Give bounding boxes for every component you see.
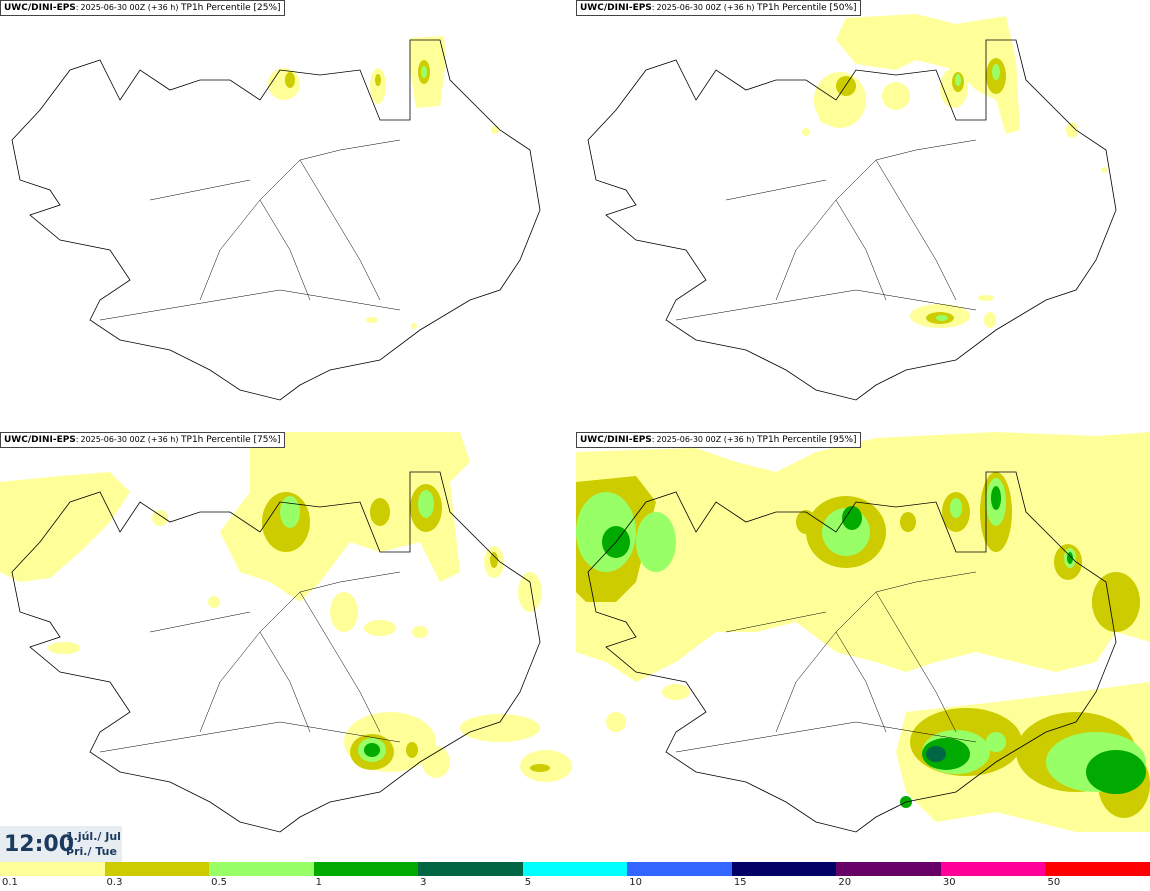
valid-day: Þri./ Tue <box>66 845 117 858</box>
valid-time: 12:00 <box>4 832 75 857</box>
legend-label: 15 <box>733 877 747 888</box>
color-legend: 0.1 0.3 0.5 1 3 5 10 15 20 30 50 <box>0 862 1150 891</box>
legend-bar <box>0 862 1150 876</box>
map-panel-p50: UWC/DINI-EPS: 2025-06-30 00Z (+36 h) TP1h… <box>576 0 1150 430</box>
legend-label: 30 <box>942 877 956 888</box>
precip-map <box>587 14 1117 401</box>
valid-time-box: 12:00 1.júl./ Jul Þri./ Tue <box>0 826 122 862</box>
legend-label: 5 <box>524 877 532 888</box>
legend-label: 0.3 <box>106 877 123 888</box>
legend-swatch <box>836 862 941 876</box>
legend-label: 50 <box>1047 877 1061 888</box>
legend-swatch <box>0 862 105 876</box>
panel-title: UWC/DINI-EPS: 2025-06-30 00Z (+36 h) TP1h… <box>0 0 285 16</box>
legend-label: 0.1 <box>2 877 18 888</box>
map-panel-p75: UWC/DINI-EPS: 2025-06-30 00Z (+36 h) TP1h… <box>0 432 574 862</box>
legend-swatch <box>731 862 837 876</box>
legend-swatch <box>313 862 419 876</box>
legend-label: 20 <box>838 877 852 888</box>
legend-label: 0.5 <box>211 877 227 888</box>
precip-map <box>11 36 541 401</box>
map-panel-p25: UWC/DINI-EPS: 2025-06-30 00Z (+36 h) TP1h… <box>0 0 574 430</box>
legend-swatch <box>522 862 628 876</box>
valid-date: 1.júl./ Jul <box>66 830 121 843</box>
precip-map <box>576 432 1150 833</box>
panel-title: UWC/DINI-EPS: 2025-06-30 00Z (+36 h) TP1h… <box>576 0 861 16</box>
legend-swatch <box>1045 862 1150 876</box>
legend-label: 3 <box>420 877 427 888</box>
legend-swatch <box>627 862 732 876</box>
legend-swatch <box>209 862 314 876</box>
legend-swatch <box>104 862 210 876</box>
legend-label: 1 <box>315 877 322 888</box>
map-panel-p95: UWC/DINI-EPS: 2025-06-30 00Z (+36 h) TP1h… <box>576 432 1150 862</box>
panel-title: UWC/DINI-EPS: 2025-06-30 00Z (+36 h) TP1h… <box>576 432 861 448</box>
panel-title: UWC/DINI-EPS: 2025-06-30 00Z (+36 h) TP1h… <box>0 432 285 448</box>
precip-map <box>0 432 572 833</box>
legend-swatch <box>418 862 523 876</box>
legend-label: 10 <box>629 877 642 888</box>
legend-swatch <box>940 862 1046 876</box>
